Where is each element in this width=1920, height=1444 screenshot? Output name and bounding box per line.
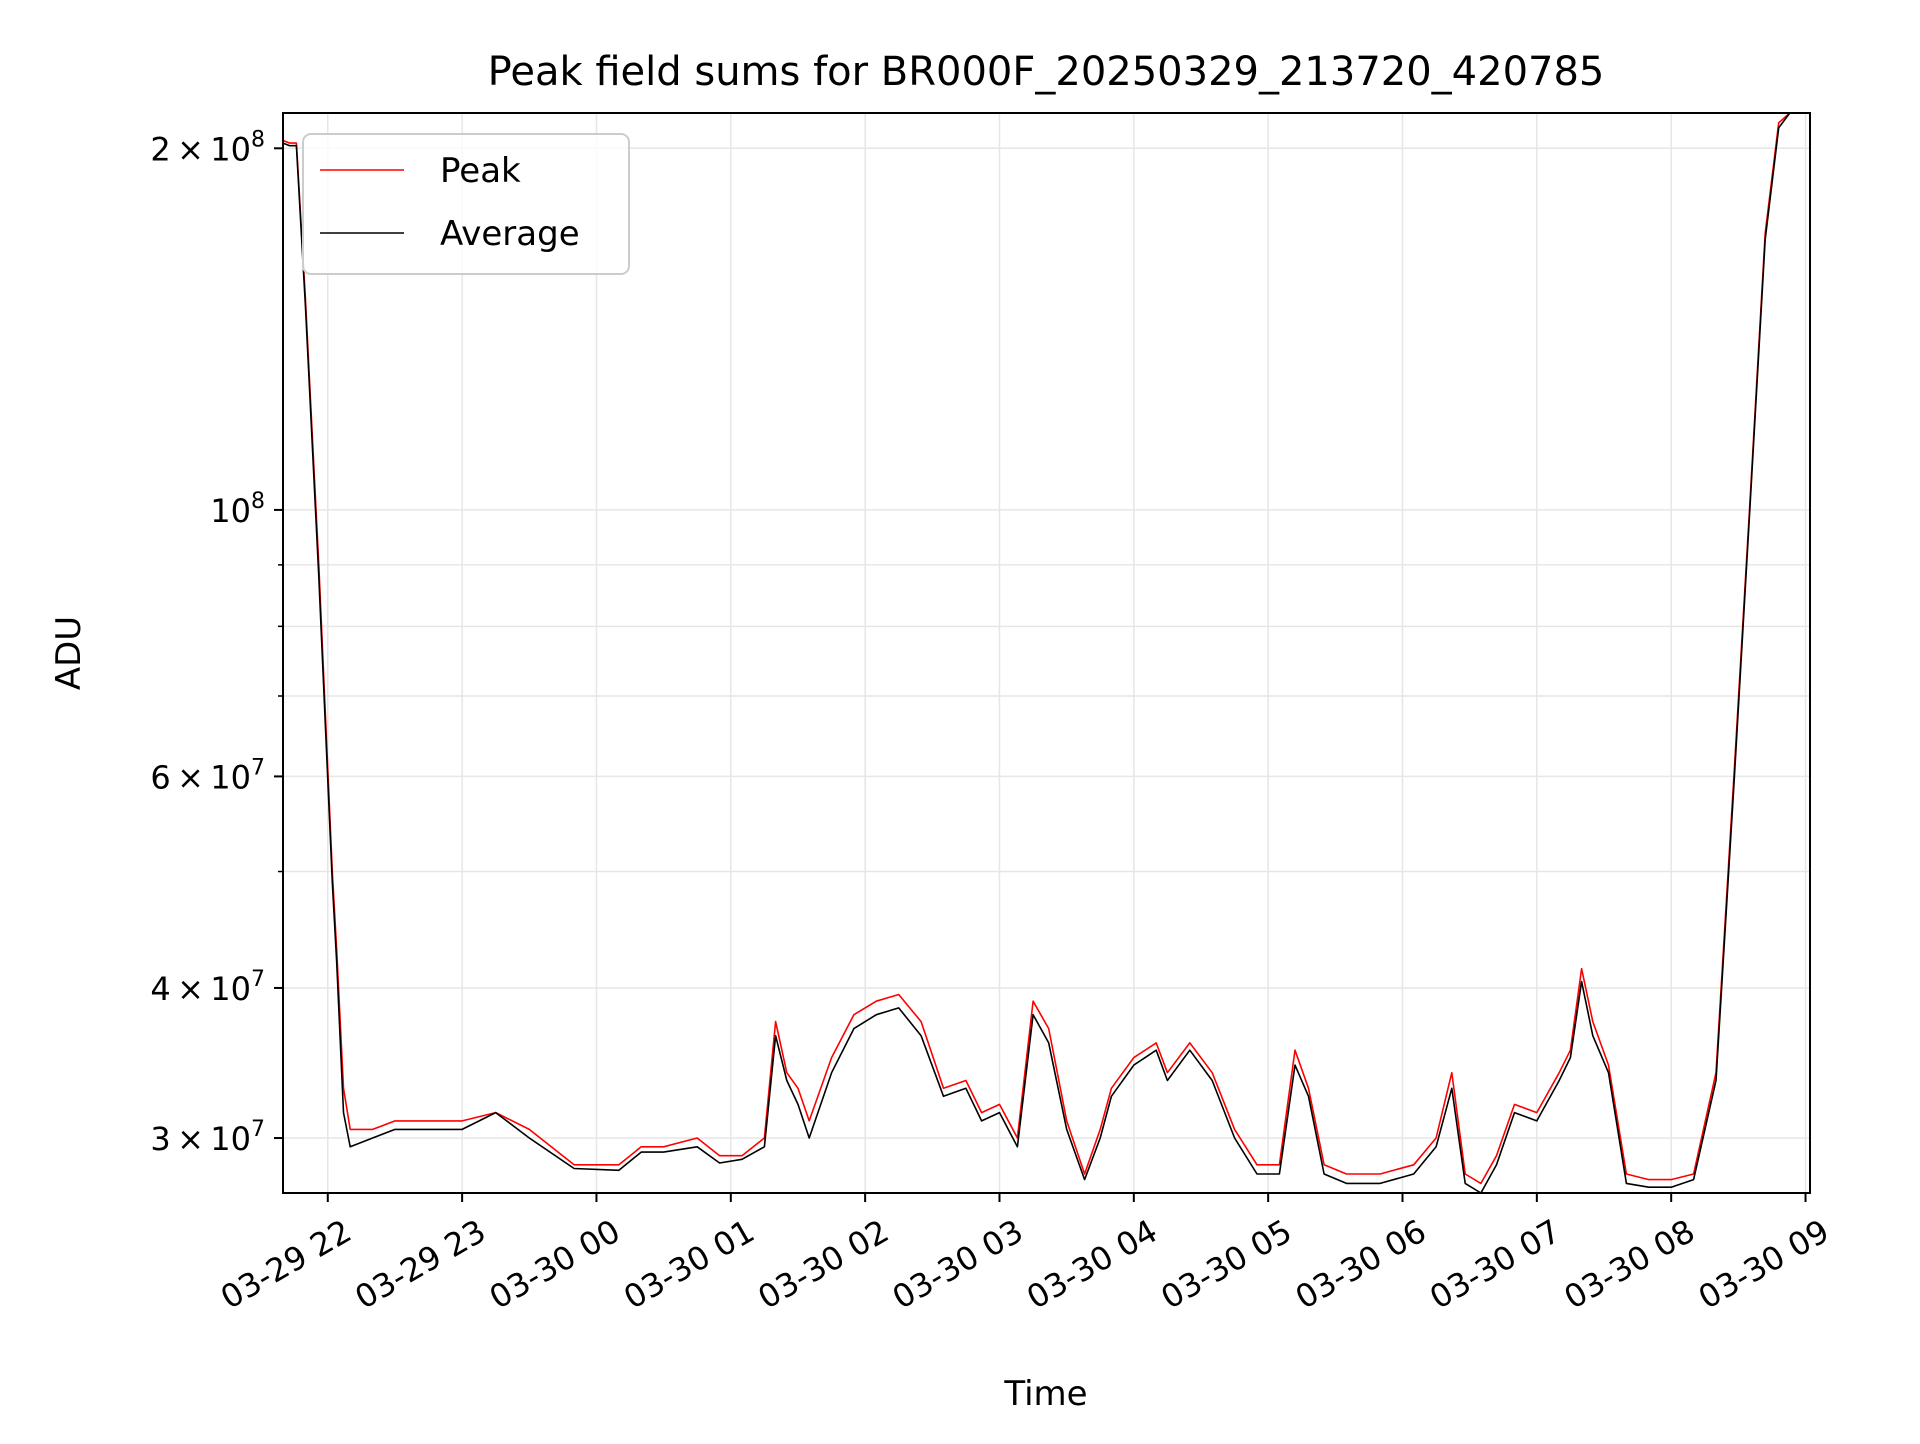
series-line-average: [282, 112, 1806, 1194]
y-tick-label: 108: [210, 489, 265, 530]
y-tick-label: 3 × 107: [150, 1117, 265, 1158]
plot-frame: [282, 112, 1811, 1194]
y-tick-label: 2 × 108: [150, 127, 265, 168]
legend: Peak Average: [302, 133, 630, 275]
y-axis-label: ADU: [49, 616, 89, 690]
legend-box: [302, 133, 630, 275]
grid-lines: [283, 113, 1810, 1193]
y-tick-label: 6 × 107: [150, 755, 265, 796]
chart-title: Peak field sums for BR000F_20250329_2137…: [488, 49, 1605, 95]
y-axis-ticks: 3 × 107 4 × 107 6 × 107 108 2 × 108: [150, 127, 283, 1158]
y-tick-label: 4 × 107: [150, 967, 265, 1008]
x-axis-label: Time: [1003, 1374, 1087, 1414]
legend-label-peak: Peak: [440, 151, 521, 191]
legend-label-average: Average: [440, 214, 580, 254]
series-lines: [282, 112, 1806, 1194]
series-line-peak: [282, 112, 1806, 1185]
